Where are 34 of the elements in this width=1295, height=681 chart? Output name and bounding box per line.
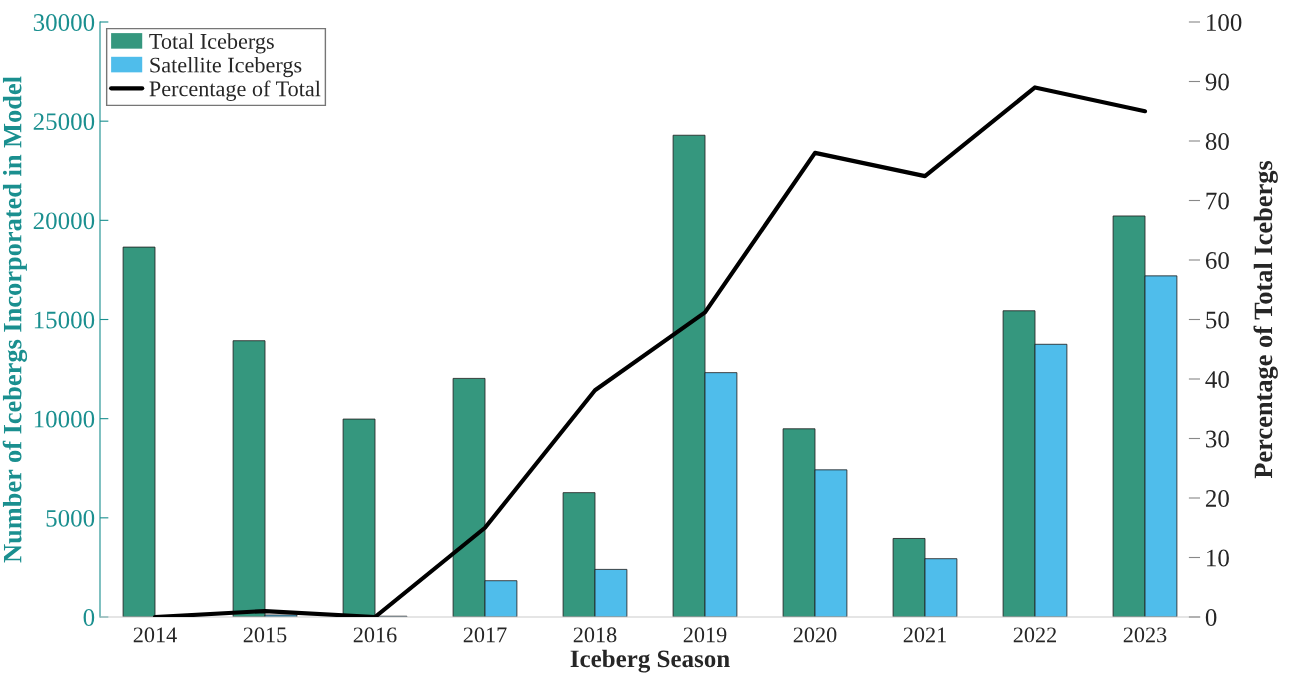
x-tick-label: 2016: [353, 627, 397, 643]
x-tick-label: 2015: [243, 627, 287, 643]
x-tick-label: 2023: [1123, 627, 1167, 643]
x-tick-label: 2022: [1013, 627, 1056, 643]
y2-tick-label: 100: [1207, 14, 1242, 31]
x-tick-label: 2014: [133, 627, 177, 643]
legend-label: Satellite Icebergs: [150, 56, 302, 78]
legend-label: Total Icebergs: [149, 33, 274, 54]
y2-tick-label: 50: [1206, 311, 1229, 329]
y2-tick-label: 20: [1205, 490, 1229, 507]
x-tick-label: 2021: [903, 627, 946, 643]
y2-tick-label: 60: [1205, 252, 1229, 269]
x-axis-title: Iceberg Season: [570, 649, 730, 673]
y2-tick-label: 70: [1206, 192, 1229, 210]
y2-tick-label: 10: [1207, 549, 1229, 567]
x-tick-label: 2019: [683, 627, 727, 643]
y-tick-label: 30000: [33, 14, 95, 31]
legend-label: Percentage of Total: [149, 80, 321, 101]
y-tick-label: 0: [83, 609, 95, 626]
y2-tick-label: 90: [1205, 73, 1229, 91]
y-tick-label: 5000: [46, 509, 95, 527]
y-tick-label: 20000: [33, 212, 95, 230]
y-tick-label: 15000: [34, 311, 95, 329]
y-axis-title: Number of Icebergs Incorporated in Model: [2, 76, 28, 563]
x-tick-label: 2017: [463, 627, 507, 643]
y2-tick-label: 40: [1205, 371, 1229, 388]
y2-axis-title: Percentage of Total Icebergs: [1253, 160, 1278, 479]
y2-tick-label: 80: [1205, 133, 1229, 150]
y2-tick-label: 0: [1205, 609, 1217, 626]
x-tick-label: 2020: [793, 627, 837, 643]
y-tick-label: 25000: [33, 113, 95, 131]
y-tick-label: 10000: [34, 410, 95, 428]
x-tick-label: 2018: [573, 627, 617, 643]
y2-tick-label: 30: [1206, 430, 1229, 448]
